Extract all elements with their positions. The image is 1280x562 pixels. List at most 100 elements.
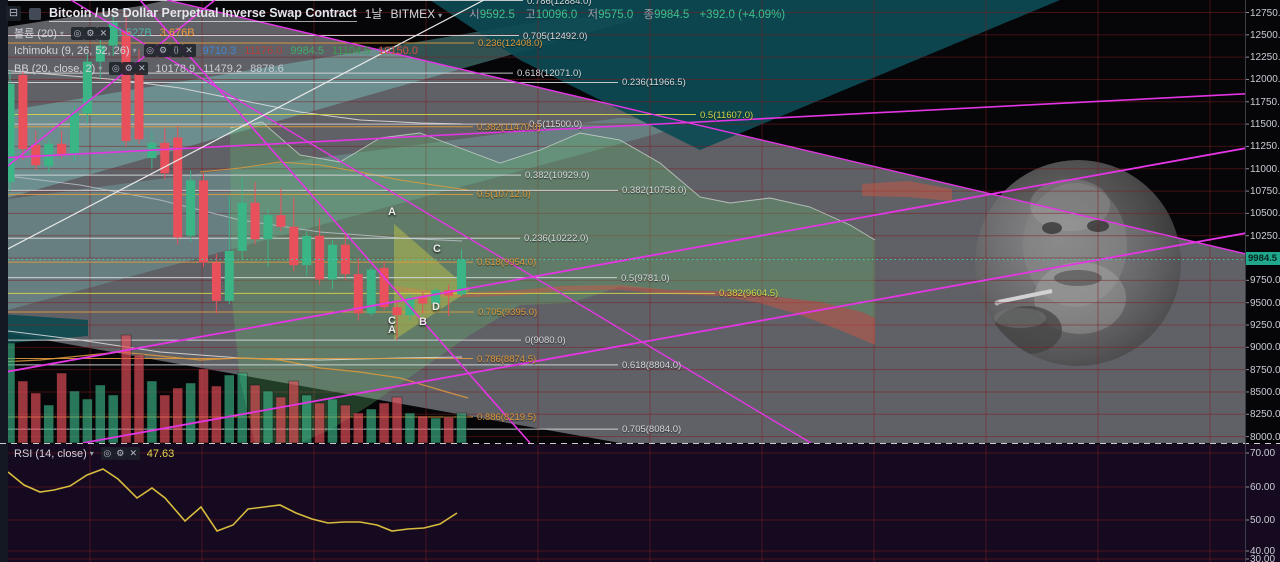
settings-button[interactable]: ⚙: [83, 26, 97, 40]
fib-label: 0.705(8084.0): [622, 424, 682, 435]
exchange-select[interactable]: BITMEX ▾: [390, 7, 442, 21]
indicator-value: 10150.0: [378, 44, 418, 57]
price-tick-label: 11750.0: [1250, 97, 1280, 108]
fib-label: 0.705(12492.0): [523, 31, 588, 42]
indicator-buttons: ◎ ⚙ ✕: [70, 26, 110, 40]
hide-button[interactable]: ◎: [143, 44, 157, 57]
chevron-down-icon: ▾: [132, 46, 137, 55]
open-label: 시: [469, 8, 480, 21]
indicator-title[interactable]: RSI (14, close) ▾: [14, 448, 94, 460]
indicator-value: 8878.6: [250, 62, 284, 75]
indicator-label: 볼륨 (20): [14, 28, 57, 40]
wave-label: B: [419, 316, 427, 328]
price-tick-label: 12250.0: [1250, 52, 1280, 63]
indicator-value: 10178.9: [155, 62, 196, 75]
fib-label: 0.382(10929.0): [525, 170, 590, 181]
indicator-title[interactable]: BB (20, close, 2) ▾: [14, 63, 102, 75]
fib-label: 0.5(11607.0): [700, 110, 754, 121]
price-tick-label: 11250.0: [1250, 141, 1280, 152]
chevron-down-icon: ▾: [89, 449, 94, 458]
indicator-value: 9710.3: [202, 44, 237, 57]
indicator-buttons: ◎ ⚙{} ✕: [143, 44, 196, 57]
fib-label: 0.382(9604.5): [719, 288, 779, 299]
hide-button[interactable]: ◎: [109, 62, 123, 75]
price-tick-label: 10750.0: [1250, 186, 1280, 197]
price-tick-label: 11000.0: [1250, 164, 1280, 175]
hide-button[interactable]: ◎: [100, 447, 114, 460]
indicator-value: 11479.2: [203, 62, 243, 75]
indicator-values: 47.63: [147, 448, 183, 460]
symbol-title[interactable]: Bitcoin / US Dollar Perpetual Inverse Sw…: [49, 5, 357, 22]
price-tick-label: 8750.0: [1250, 365, 1280, 376]
settings-button[interactable]: ⚙: [113, 447, 127, 460]
hide-button[interactable]: ◎: [70, 26, 84, 40]
ohlc-readout: 시9592.5 고10096.0 저9575.0 종9984.5 +392.0 …: [462, 6, 785, 22]
fib-label: 0.382(11470.0): [477, 122, 541, 133]
indicator-label: Ichimoku (9, 26, 52, 26): [14, 44, 130, 57]
open-value: 9592.5: [479, 8, 515, 21]
price-tick-label: 12750.0: [1250, 8, 1280, 19]
close-button[interactable]: ✕: [182, 44, 196, 57]
fib-label: 0.236(10222.0): [524, 233, 589, 244]
fib-label: 0.786(8874.5): [477, 354, 537, 365]
fib-label: 0.705(9395.0): [478, 307, 538, 318]
indicator-buttons: ◎ ⚙ ✕: [100, 447, 140, 460]
price-tick-label: 10250.0: [1250, 231, 1280, 242]
change-value: +392.0 (+4.09%): [699, 8, 786, 21]
source-button[interactable]: {}: [169, 44, 183, 57]
rsi-tick-label: 70.00: [1250, 448, 1276, 459]
indicator-value: 1.527B: [116, 27, 152, 39]
indicator-label: BB (20, close, 2): [14, 62, 96, 75]
price-tick-label: 12500.0: [1250, 30, 1280, 41]
indicator-values: 9710.3 11176.0 9984.5 11104.5 10150.0: [203, 45, 426, 57]
current-price-badge: 9984.5: [1246, 252, 1280, 265]
rsi-tick-label: 50.00: [1250, 515, 1276, 526]
price-tick-label: 9000.0: [1250, 342, 1280, 353]
price-tick-label: 8000.0: [1250, 432, 1280, 443]
price-tick-label: 9250.0: [1250, 320, 1280, 331]
fib-label: 0.886(8219.5): [477, 412, 537, 423]
chevron-down-icon: ▾: [98, 64, 103, 73]
indicator-buttons: ◎ ⚙ ✕: [109, 62, 149, 75]
exchange-label: BITMEX: [390, 6, 436, 21]
fib-label: 0.5(9781.0): [621, 273, 670, 284]
settings-button[interactable]: ⚙: [156, 44, 170, 57]
fib-label: 0.236(12408.0): [478, 38, 543, 49]
indicator-title[interactable]: 볼륨 (20) ▾: [14, 25, 64, 41]
fib-label: 0.786(12884.0): [527, 0, 592, 7]
symbol-logo: [29, 7, 41, 20]
wave-label: C: [433, 243, 441, 255]
rsi-tick-label: 40.00: [1250, 546, 1276, 557]
indicator-value: 11104.5: [332, 44, 371, 57]
chevron-down-icon: ▾: [59, 28, 64, 38]
collapse-panel-button[interactable]: ⊟: [6, 6, 21, 21]
indicator-row-volume: 볼륨 (20) ▾ ◎ ⚙ ✕ 1.527B 3.676B: [14, 25, 203, 41]
fib-label: 0.382(10758.0): [622, 185, 687, 196]
price-tick-label: 10500.0: [1250, 208, 1280, 219]
fib-label: 0.618(12071.0): [517, 68, 582, 79]
interval-select[interactable]: 1날: [364, 7, 383, 21]
close-button[interactable]: ✕: [126, 447, 140, 460]
close-button[interactable]: ✕: [135, 62, 149, 75]
chevron-down-icon: ▾: [438, 10, 443, 20]
close-button[interactable]: ✕: [96, 26, 110, 40]
fib-label: 0.618(8804.0): [622, 360, 682, 371]
price-tick-label: 8250.0: [1250, 409, 1280, 420]
price-tick-label: 9500.0: [1250, 298, 1280, 309]
fib-label: 0.236(11966.5): [622, 77, 686, 88]
indicator-title[interactable]: Ichimoku (9, 26, 52, 26) ▾: [14, 45, 137, 57]
fib-label: 0(9080.0): [525, 335, 566, 346]
wave-label: D: [432, 301, 440, 313]
chart-header: ⊟ Bitcoin / US Dollar Perpetual Inverse …: [6, 5, 785, 22]
indicator-values: 10178.9 11479.2 8878.6: [155, 63, 291, 75]
fib-label: 0.618(9954.0): [477, 257, 537, 268]
settings-button[interactable]: ⚙: [122, 62, 136, 75]
price-tick-label: 9750.0: [1250, 275, 1280, 286]
wave-label: A: [388, 324, 396, 336]
wave-label: C: [388, 315, 396, 327]
fib-label: 0.5(11500.0): [529, 119, 583, 130]
close-value: 9984.5: [654, 8, 690, 21]
